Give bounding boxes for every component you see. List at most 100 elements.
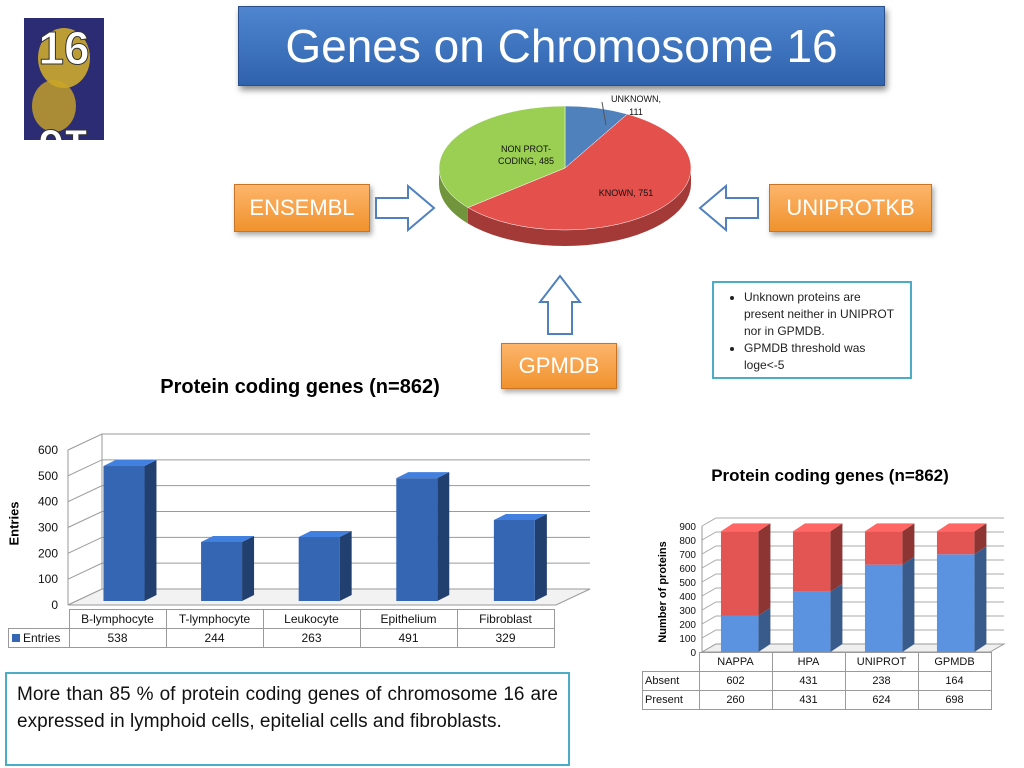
bar-segment-side: [974, 523, 987, 555]
bar: [201, 541, 243, 601]
summary-box: More than 85 % of protein coding genes o…: [5, 672, 570, 766]
bar-segment: [720, 531, 759, 616]
pie-slice: [467, 113, 692, 231]
table-cell: 538: [68, 628, 167, 648]
bar-segment: [936, 531, 975, 555]
page-title: Genes on Chromosome 16: [238, 6, 885, 86]
legend-entries: Entries: [8, 628, 70, 648]
y-tick-label: 600: [38, 443, 58, 457]
y-tick-label: 900: [679, 522, 696, 533]
bar-segment: [792, 531, 831, 592]
bar-side: [437, 472, 450, 601]
bar-segment-side: [830, 583, 843, 652]
bar-side: [339, 531, 352, 601]
table-header: Fibroblast: [456, 609, 555, 629]
legend-swatch: [12, 634, 20, 642]
bar-top: [298, 531, 352, 538]
pie-slice-side: [439, 168, 468, 224]
logo-number-bottom: 16: [38, 120, 89, 140]
table-cell: 491: [359, 628, 458, 648]
y-tick-label: 400: [38, 495, 58, 509]
bar-segment: [864, 564, 903, 652]
y-tick-label: 200: [679, 620, 696, 631]
bar-segment: [936, 554, 975, 652]
left-arrow-icon: [698, 184, 759, 232]
note-box: Unknown proteins are present neither in …: [712, 281, 912, 379]
bar-top: [792, 523, 843, 532]
y-tick-label: 700: [679, 550, 696, 561]
tissue-data-table: B-lymphocyte T-lymphocyte Leukocyte Epit…: [8, 609, 555, 648]
up-arrow-icon: [538, 274, 582, 335]
y-tick-label: 800: [679, 536, 696, 547]
y-tick-label: 300: [679, 606, 696, 617]
bar-segment-side: [758, 607, 771, 652]
y-tick-label: 100: [679, 634, 696, 645]
ensembl-tag: ENSEMBL: [234, 184, 370, 232]
table-cell: 263: [262, 628, 361, 648]
table-cell: 602: [698, 671, 773, 691]
table-header: NAPPA: [698, 652, 773, 672]
legend-present: Present: [642, 690, 700, 710]
chart-title-databases: Protein coding genes (n=862): [711, 466, 949, 485]
bar-segment: [864, 531, 903, 565]
legend-label: Entries: [23, 631, 61, 645]
table-header: HPA: [771, 652, 846, 672]
y-tick-label: 500: [38, 469, 58, 483]
note-item: GPMDB threshold was loge<-5: [744, 340, 904, 374]
database-data-table: NAPPA HPA UNIPROT GPMDB Absent 602 431 2…: [642, 652, 992, 710]
uniprotkb-tag: UNIPROTKB: [769, 184, 932, 232]
table-cell: 431: [771, 690, 846, 710]
table-header: B-lymphocyte: [68, 609, 167, 629]
pie-label-noncoding-1: NON PROT-: [501, 144, 551, 154]
pie-label-noncoding-2: CODING, 485: [498, 156, 554, 166]
bar-top: [864, 523, 915, 532]
bar-side: [144, 460, 157, 601]
pie-label-unknown-1: UNKNOWN,: [611, 94, 661, 104]
bar-segment: [792, 591, 831, 652]
table-header: T-lymphocyte: [165, 609, 264, 629]
table-cell: 164: [917, 671, 992, 691]
bar-side: [534, 514, 547, 601]
y-axis-label-entries: Entries: [6, 501, 22, 546]
bar: [493, 520, 535, 601]
y-axis-label-proteins: Number of proteins: [657, 541, 669, 643]
bar: [103, 466, 145, 601]
table-cell: 329: [456, 628, 555, 648]
pie-slice: [438, 105, 566, 208]
y-tick-label: 600: [679, 564, 696, 575]
table-header: GPMDB: [917, 652, 992, 672]
plot-area: [68, 434, 590, 605]
bar-top: [493, 514, 547, 521]
gpmdb-tag: GPMDB: [501, 343, 617, 389]
pie-slice-side: [467, 167, 691, 246]
y-tick-label: 400: [679, 592, 696, 603]
bar-segment-side: [758, 523, 771, 616]
bar-side: [242, 535, 255, 601]
y-tick-label: 100: [38, 572, 58, 586]
table-cell: 238: [844, 671, 919, 691]
bar-segment-side: [974, 546, 987, 652]
gene-category-pie-chart: UNKNOWN, 111 KNOWN, 751 NON PROT- CODING…: [438, 94, 692, 246]
tissue-bar-chart: 0 100 200 300 400 500 600: [38, 433, 591, 612]
table-cell: 698: [917, 690, 992, 710]
bar: [298, 537, 340, 601]
y-tick-label: 0: [51, 598, 58, 612]
logo-number-top: 16: [38, 22, 89, 74]
bar-segment-side: [830, 523, 843, 592]
pie-label-known: KNOWN, 751: [599, 188, 654, 198]
y-tick-label: 300: [38, 521, 58, 535]
chromosome-16-logo: 16 16: [24, 18, 104, 140]
right-arrow-icon: [375, 184, 436, 232]
chart-title-tissues: Protein coding genes (n=862): [160, 376, 440, 398]
bar-top: [103, 460, 157, 467]
legend-label: Absent: [645, 675, 680, 687]
table-cell: 624: [844, 690, 919, 710]
bar-top: [936, 523, 987, 532]
pie-label-unknown-2: 111: [629, 107, 643, 117]
table-cell: 244: [165, 628, 264, 648]
legend-label: Present: [645, 694, 683, 706]
table-header: Epithelium: [359, 609, 458, 629]
bar-segment: [720, 615, 759, 652]
y-tick-label: 500: [679, 578, 696, 589]
